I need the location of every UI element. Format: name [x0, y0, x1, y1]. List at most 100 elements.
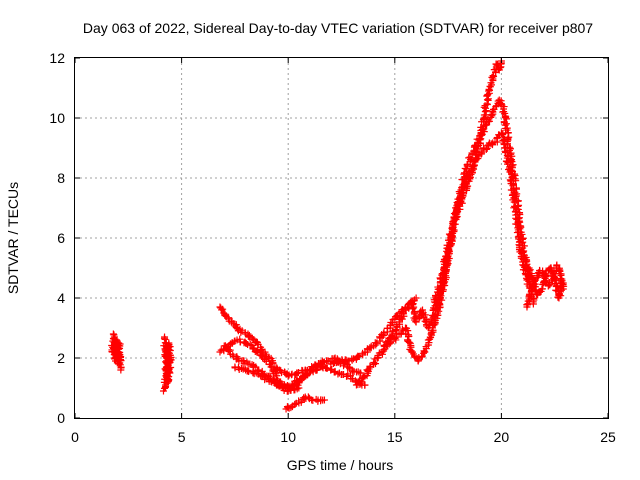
data-point [361, 381, 369, 389]
data-point [414, 357, 422, 365]
data-point [239, 365, 247, 373]
data-point [412, 318, 420, 326]
data-point [445, 230, 453, 238]
data-point [305, 367, 313, 375]
data-point [333, 358, 341, 366]
data-point [261, 376, 269, 384]
data-point [248, 334, 256, 342]
data-point [489, 139, 497, 147]
data-point [355, 353, 363, 361]
y-tick-label: 12 [49, 50, 65, 66]
y-axis-label: SDTVAR / TECUs [5, 182, 21, 294]
data-point [165, 346, 173, 354]
data-point [366, 344, 374, 352]
data-point [511, 192, 519, 200]
data-point [486, 82, 494, 90]
data-point [524, 297, 532, 305]
data-point [117, 364, 125, 372]
data-point [244, 360, 252, 368]
data-point [242, 340, 250, 348]
data-point [115, 360, 123, 368]
data-point [393, 311, 401, 319]
data-point [421, 348, 429, 356]
data-points [108, 57, 568, 413]
data-point [303, 371, 311, 379]
y-tick-label: 2 [57, 350, 65, 366]
x-tick-label: 25 [600, 429, 616, 445]
data-point [453, 209, 461, 217]
data-point [304, 393, 312, 401]
data-point [367, 342, 375, 350]
data-point [287, 404, 295, 412]
data-point [257, 351, 265, 359]
x-tick-label: 20 [494, 429, 510, 445]
data-point [548, 268, 556, 276]
data-point [340, 362, 348, 370]
y-tick-label: 6 [57, 230, 65, 246]
data-point [540, 278, 548, 286]
data-point [295, 384, 303, 392]
data-point [293, 385, 301, 393]
data-point [505, 133, 513, 141]
data-point [165, 368, 173, 376]
data-point [474, 145, 482, 153]
data-point [253, 348, 261, 356]
data-point [411, 316, 419, 324]
data-point [380, 329, 388, 337]
data-point [384, 337, 392, 345]
data-point [557, 279, 565, 287]
data-point [221, 312, 229, 320]
data-point [293, 369, 301, 377]
data-point [519, 266, 527, 274]
data-point [556, 270, 564, 278]
data-point [459, 188, 467, 196]
data-point [244, 332, 252, 340]
data-point [507, 166, 515, 174]
x-tick-label: 15 [387, 429, 403, 445]
y-tick-label: 0 [57, 410, 65, 426]
data-point [291, 400, 299, 408]
data-point [316, 363, 324, 371]
data-point [262, 357, 270, 365]
data-point [424, 324, 432, 332]
x-axis-label: GPS time / hours [287, 457, 394, 473]
data-point [375, 349, 383, 357]
data-point [482, 145, 490, 153]
x-axis-ticks: 0 5 10 15 20 25 [71, 58, 616, 445]
data-point [513, 205, 521, 213]
data-point [552, 276, 560, 284]
data-point [466, 175, 474, 183]
data-point [219, 305, 227, 313]
data-point [531, 286, 539, 294]
data-point [502, 120, 510, 128]
data-point [370, 358, 378, 366]
y-tick-label: 4 [57, 290, 65, 306]
data-point [238, 327, 246, 335]
data-point [468, 166, 476, 174]
x-tick-label: 0 [71, 429, 79, 445]
data-point [405, 338, 413, 346]
data-point [162, 382, 170, 390]
data-point [319, 396, 327, 404]
data-point [514, 205, 522, 213]
data-point [556, 287, 564, 295]
data-point [523, 301, 531, 309]
data-point [274, 381, 282, 389]
data-point [388, 328, 396, 336]
data-point [309, 396, 317, 404]
y-axis-ticks: 0 2 4 6 8 10 12 [49, 50, 608, 426]
data-point [421, 317, 429, 325]
data-point [356, 369, 364, 377]
data-point [267, 377, 275, 385]
x-tick-label: 5 [178, 429, 186, 445]
data-point [231, 337, 239, 345]
data-point [488, 73, 496, 81]
x-tick-label: 10 [280, 429, 296, 445]
data-point [378, 350, 386, 358]
data-point [526, 266, 534, 274]
y-tick-label: 8 [57, 170, 65, 186]
data-point [463, 161, 471, 169]
data-point [302, 372, 310, 380]
data-point [470, 161, 478, 169]
chart-title: Day 063 of 2022, Sidereal Day-to-day VTE… [83, 20, 593, 36]
